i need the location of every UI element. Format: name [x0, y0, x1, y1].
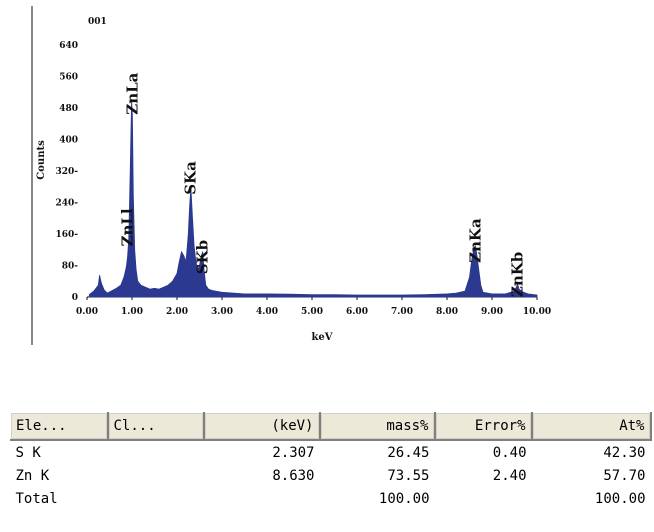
spectrum-series — [88, 99, 538, 298]
y-tick-label: 80- — [62, 262, 79, 272]
x-tick-label: 3.00 — [211, 307, 233, 317]
cell-atomic-percent: 42.30 — [603, 444, 646, 461]
table-row[interactable]: Zn K 8.630 73.55 2.40 57.70 — [11, 464, 651, 487]
cell-atomic-percent: 57.70 — [603, 467, 646, 484]
chart-title: 001 — [88, 17, 107, 27]
x-tick-label: 8.00 — [436, 307, 458, 317]
col-header-element[interactable]: Ele... — [10, 412, 109, 441]
cell-kev — [204, 487, 320, 510]
x-axis-label: keV — [311, 332, 332, 343]
peak-labels: ZnLa ZnLl SKa SKb ZnKa ZnKb — [119, 72, 527, 297]
cell-mass-percent: 100.00 — [378, 490, 430, 507]
cell-class — [108, 464, 204, 487]
cell-class — [108, 440, 204, 464]
peak-label: SKa — [182, 161, 200, 195]
x-tick-label: 10.00 — [523, 307, 551, 317]
y-tick-label: 400 — [59, 136, 78, 146]
cell-error-percent: 2.40 — [492, 467, 527, 484]
y-tick-labels: 0 80- 160- 240- 320- 400 480 560 640 — [55, 41, 78, 303]
cell-element: Total — [15, 490, 58, 507]
spectrum-series-area — [88, 99, 538, 298]
peak-label: SKb — [194, 240, 212, 274]
y-tick-label: 160- — [55, 230, 78, 240]
cell-class — [108, 487, 204, 510]
x-tick-labels: 0.00 1.00 2.00 3.00 4.00 5.00 6.00 7.00 8.00 9.00… — [76, 297, 551, 317]
cell-error-percent — [435, 487, 532, 510]
y-tick-label: 640 — [59, 41, 78, 51]
cell-element: Zn K — [15, 467, 50, 484]
cell-mass-percent: 26.45 — [387, 444, 430, 461]
y-tick-label: 560 — [59, 73, 78, 83]
table-row[interactable]: Total 100.00 100.00 — [11, 487, 651, 510]
x-tick-label: 5.00 — [301, 307, 323, 317]
peak-label: ZnLa — [123, 72, 141, 114]
peak-label: ZnKb — [509, 252, 527, 297]
y-tick-label: 240- — [55, 199, 78, 209]
x-tick-label: 9.00 — [481, 307, 503, 317]
table-row[interactable]: S K 2.307 26.45 0.40 42.30 — [11, 440, 651, 464]
x-tick-label: 1.00 — [121, 307, 143, 317]
cell-element: S K — [15, 444, 41, 461]
cell-mass-percent: 73.55 — [387, 467, 430, 484]
cell-atomic-percent: 100.00 — [594, 490, 646, 507]
col-header-kev[interactable]: (keV) — [203, 412, 321, 441]
col-header-mass-percent[interactable]: mass% — [319, 412, 436, 441]
y-tick-label: 320- — [55, 167, 78, 177]
x-tick-label: 2.00 — [166, 307, 188, 317]
quantification-table: Ele... Cl... (keV) mass% Error% At% S K … — [10, 412, 652, 510]
peak-label: ZnKa — [466, 218, 484, 263]
y-tick-label: 0 — [72, 293, 78, 303]
col-header-atomic-percent[interactable]: At% — [531, 412, 652, 441]
col-header-class[interactable]: Cl... — [107, 412, 205, 441]
col-header-error-percent[interactable]: Error% — [434, 412, 533, 441]
x-tick-label: 6.00 — [346, 307, 368, 317]
cell-kev: 2.307 — [272, 444, 315, 461]
y-tick-label: 480 — [59, 104, 78, 114]
eds-spectrum-chart: 001 Counts keV 0 80- 160- 240- 320- 400 480 560… — [31, 6, 551, 345]
peak-label: ZnLl — [119, 208, 137, 246]
table-header-row: Ele... Cl... (keV) mass% Error% At% — [10, 412, 652, 441]
x-tick-label: 4.00 — [256, 307, 278, 317]
y-axis-label: Counts — [36, 140, 47, 180]
cell-kev: 8.630 — [272, 467, 315, 484]
x-tick-label: 7.00 — [391, 307, 413, 317]
cell-error-percent: 0.40 — [492, 444, 527, 461]
x-tick-label: 0.00 — [76, 307, 98, 317]
